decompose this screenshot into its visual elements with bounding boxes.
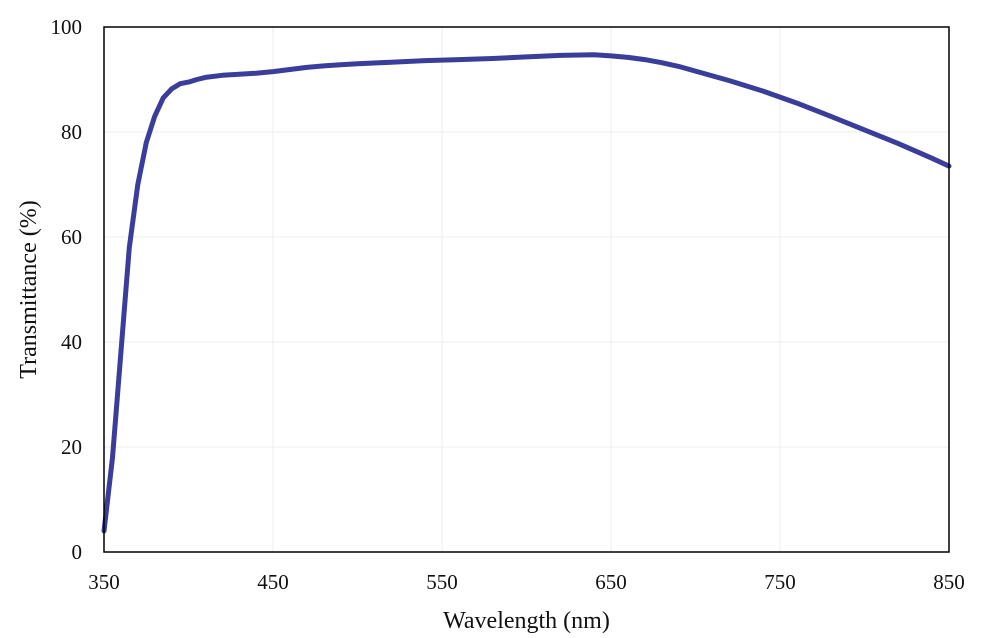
transmittance-line [101, 52, 952, 534]
y-tick-label: 80 [61, 120, 82, 144]
y-tick-label: 40 [61, 330, 82, 354]
y-tick-label: 60 [61, 225, 82, 249]
plot-frame [103, 26, 950, 553]
y-tick-label: 100 [51, 15, 83, 39]
y-axis-title: Transmittance (%) [16, 200, 42, 378]
data-series [101, 52, 952, 534]
x-tick-label: 550 [426, 570, 458, 594]
x-axis-title: Wavelength (nm) [443, 608, 610, 634]
y-tick-labels: 0 20 40 60 80 100 [51, 15, 83, 564]
x-tick-labels: 350 450 550 650 750 850 [88, 570, 965, 594]
grid-lines [104, 27, 949, 552]
x-tick-label: 650 [595, 570, 627, 594]
x-tick-label: 450 [257, 570, 289, 594]
x-tick-label: 850 [933, 570, 965, 594]
x-tick-label: 750 [764, 570, 796, 594]
x-tick-label: 350 [88, 570, 120, 594]
y-tick-label: 20 [61, 435, 82, 459]
y-tick-label: 0 [72, 540, 83, 564]
